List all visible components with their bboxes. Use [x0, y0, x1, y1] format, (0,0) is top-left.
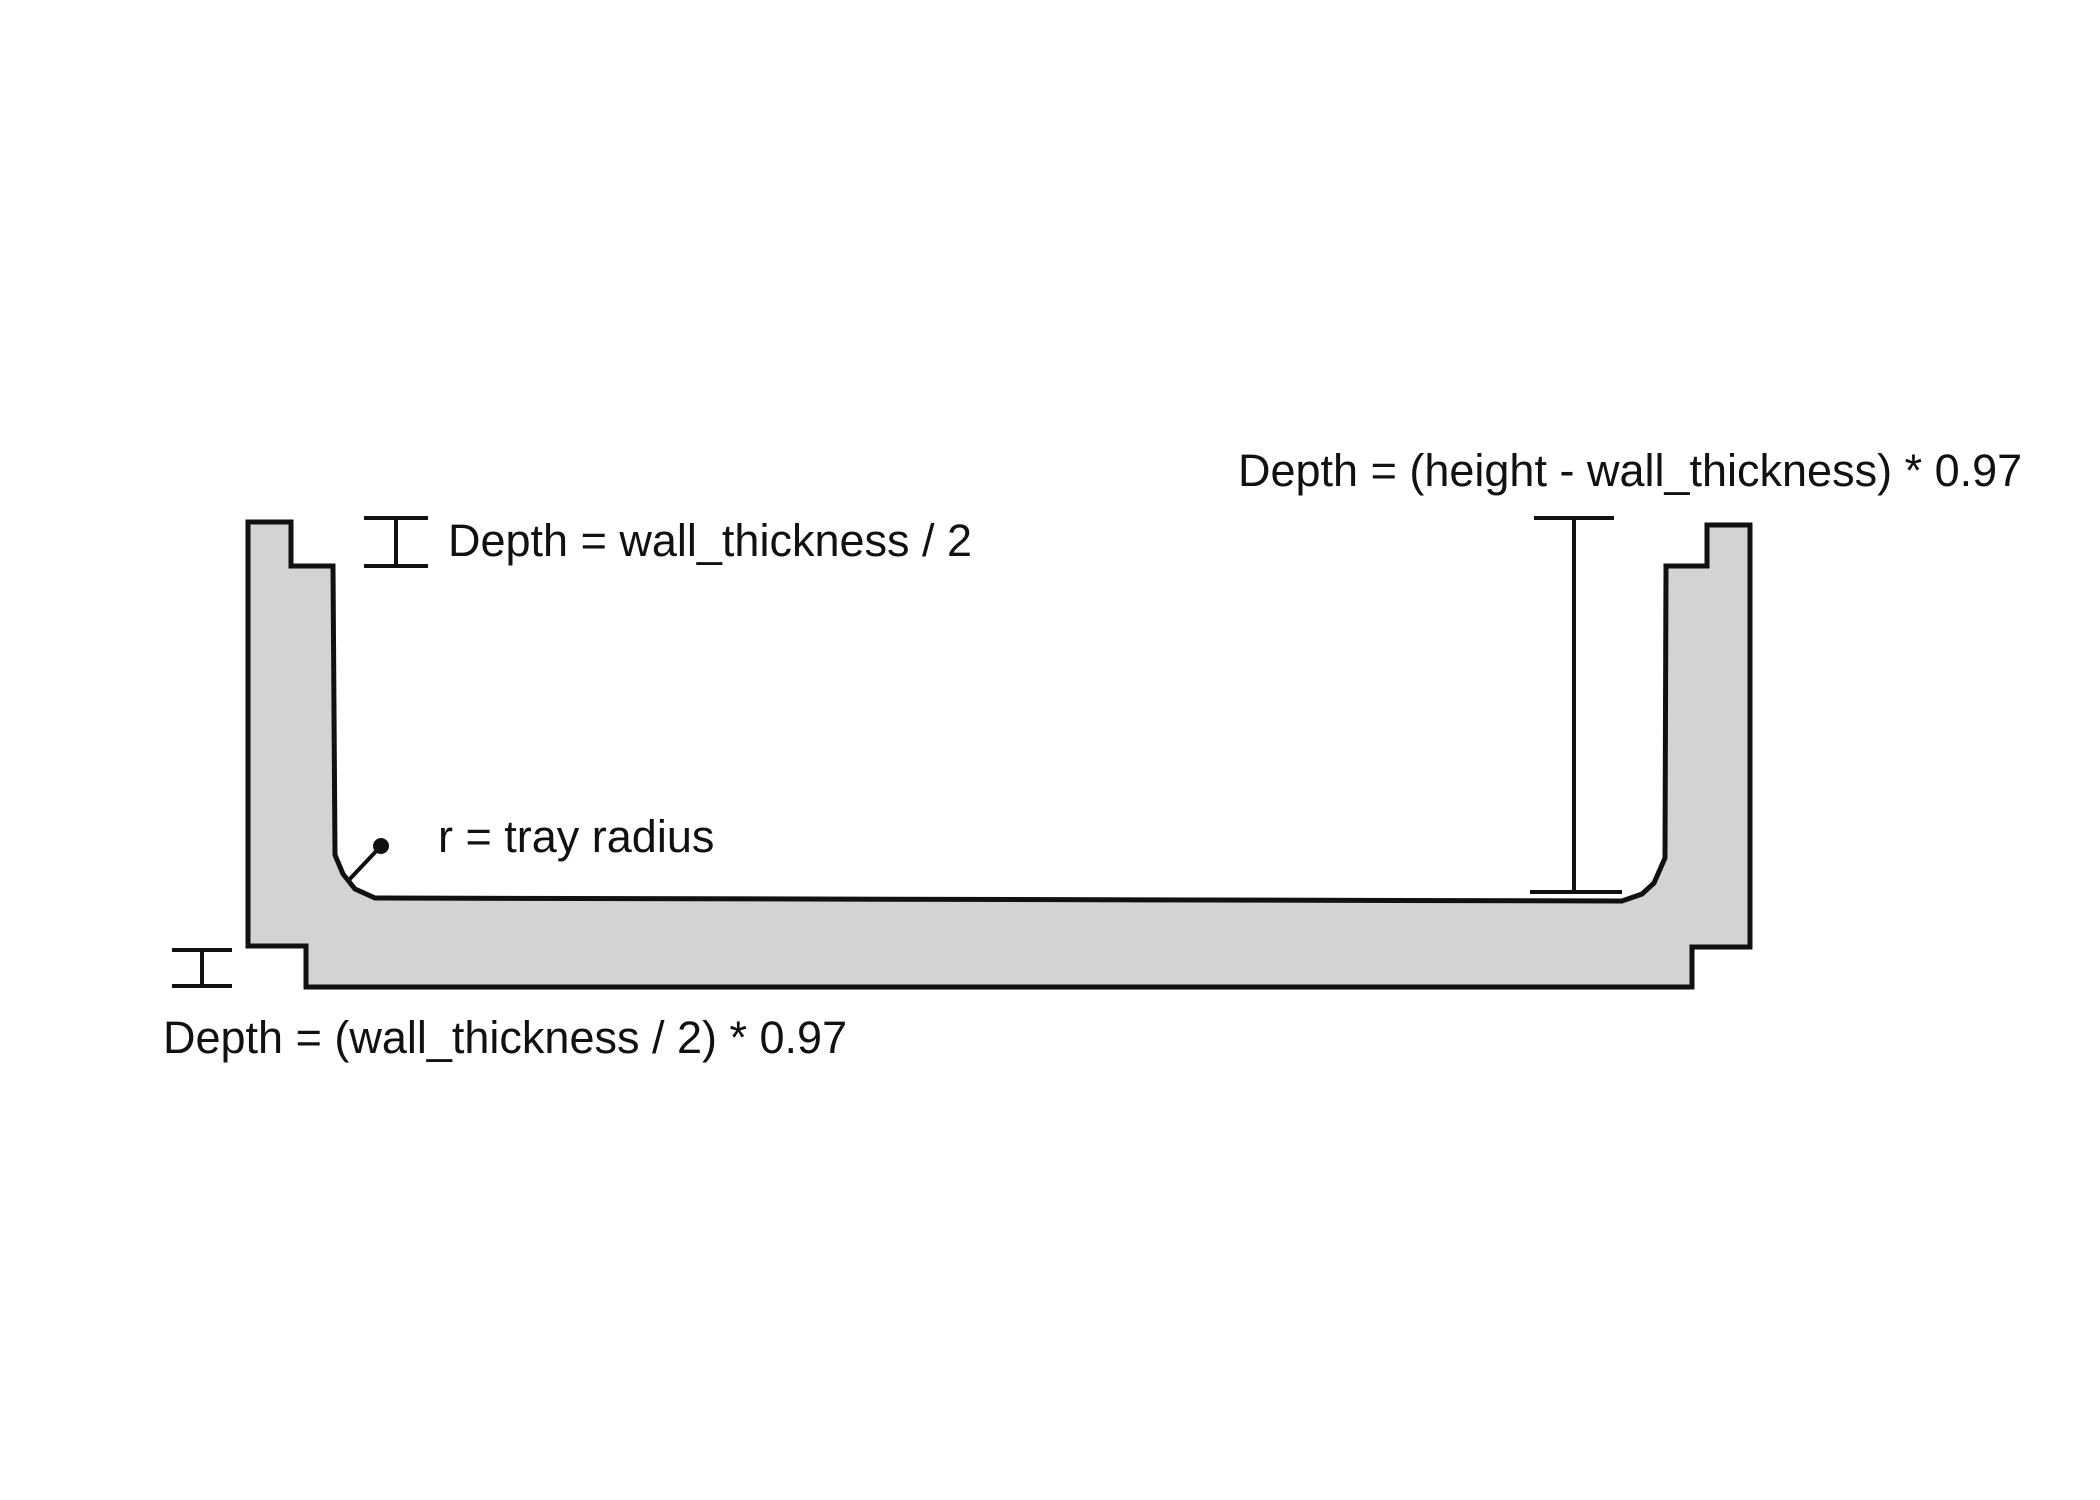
radius-leader: [345, 838, 389, 884]
inner-depth-marker: [1530, 516, 1622, 894]
radius-point: [373, 838, 389, 854]
tray-radius-label: r = tray radius: [438, 811, 714, 862]
rim-depth-marker: [364, 516, 428, 568]
rim-depth-label: Depth = wall_thickness / 2: [448, 515, 972, 566]
lip-depth-marker: [172, 948, 232, 988]
tray-profile: [245, 519, 1753, 990]
inner-depth-label: Depth = (height - wall_thickness) * 0.97: [1238, 445, 2022, 496]
lip-depth-label: Depth = (wall_thickness / 2) * 0.97: [163, 1012, 847, 1063]
